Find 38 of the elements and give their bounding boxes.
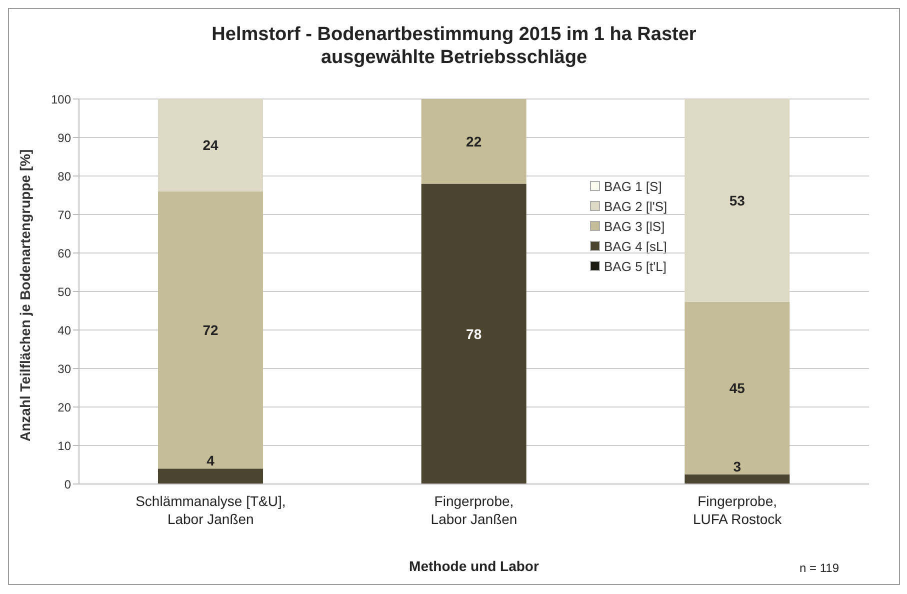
legend-label: BAG 2 [l'S] <box>603 198 668 216</box>
x-axis-title: Methode und Labor <box>409 558 540 574</box>
data-label: 53 <box>729 192 746 208</box>
bar <box>421 184 526 484</box>
bar <box>421 99 526 184</box>
chart-title: Helmstorf - Bodenartbestimmung 2015 im 1 ha Raster ausgewählte Betriebsschläge <box>210 23 698 69</box>
x-tick-label: Fingerprobe, Labor Janßen <box>430 493 518 527</box>
text: n = 119 <box>800 561 839 575</box>
x-tick-label: Schlämmanalyse [T&U], Labor Janßen <box>136 493 286 527</box>
y-tick-label: 70 <box>58 208 72 222</box>
data-label: 45 <box>729 380 746 396</box>
data-label: 78 <box>466 326 482 342</box>
data-label: 24 <box>202 137 218 154</box>
y-tick-label: 10 <box>58 438 72 453</box>
data-label: 3 <box>733 458 742 474</box>
data-label: 22 <box>466 133 482 150</box>
legend-label: BAG 3 [lS] <box>603 218 666 236</box>
x-tick-label: Fingerprobe, LUFA Rostock <box>692 493 783 527</box>
data-label: 72 <box>202 322 218 338</box>
y-axis-title: Anzahl Teilflächen je Bodenartengruppe [%] <box>16 149 33 442</box>
y-tick-label: 100 <box>50 92 72 106</box>
bar <box>684 99 790 302</box>
legend-label: BAG 1 [S] <box>603 178 663 196</box>
legend-label: BAG 5 [t'L] <box>603 258 668 276</box>
y-tick-label: 50 <box>58 284 72 299</box>
bar <box>684 474 790 484</box>
y-tick-label: 80 <box>58 169 72 184</box>
bar <box>158 99 263 192</box>
bar <box>684 302 790 474</box>
data-label: 4 <box>206 452 215 469</box>
y-tick-label: 90 <box>58 130 72 145</box>
y-tick-label: 20 <box>58 400 72 414</box>
y-tick-label: 40 <box>58 323 72 338</box>
y-tick-label: 60 <box>58 246 72 260</box>
bar <box>158 191 263 469</box>
y-tick-label: 30 <box>58 362 72 376</box>
bar <box>158 468 263 484</box>
y-tick-label: 0 <box>64 477 72 492</box>
